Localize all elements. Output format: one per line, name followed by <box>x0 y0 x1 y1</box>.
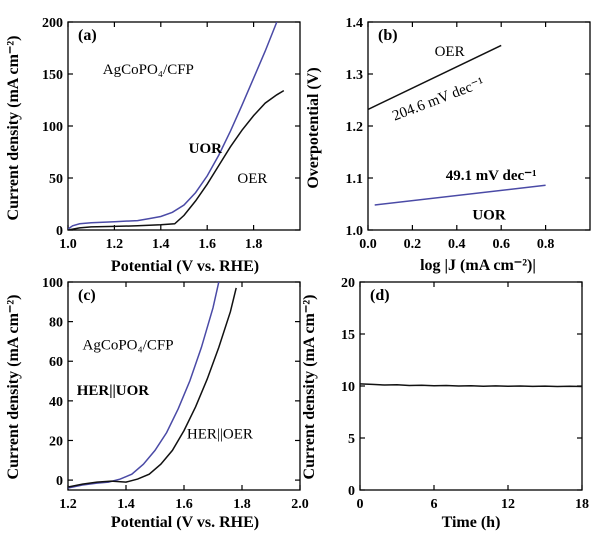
x-tick-label: 1.4 <box>117 497 135 512</box>
annotation-label: AgCoPO₄/CFP <box>103 62 194 78</box>
series-line-her-oer <box>68 287 237 488</box>
y-tick-label: 0 <box>348 484 355 499</box>
y-tick-label: 0 <box>56 474 63 489</box>
panel-1: 1.0 1.2 1.4 1.6 1.8 0 50 100 150 200 Potential (V … <box>5 16 301 275</box>
x-tick-label: 18 <box>575 497 589 512</box>
y-tick-label: 150 <box>42 68 63 83</box>
series-line-current <box>360 383 582 388</box>
y-tick-label: 1.2 <box>346 120 364 135</box>
x-tick-label: 1.6 <box>175 497 193 512</box>
y-tick-label: 200 <box>42 16 63 31</box>
x-tick-label: 1.2 <box>59 497 77 512</box>
y-tick-label: 60 <box>49 355 63 370</box>
annotation-label: OER <box>237 171 267 187</box>
x-axis-label: Time (h) <box>442 514 501 531</box>
annotation-label: 49.1 mV dec⁻¹ <box>446 168 537 184</box>
y-tick-label: 1.3 <box>346 68 364 83</box>
x-axis-label: log |J (mA cm⁻²)| <box>420 257 536 274</box>
series-line-uor <box>68 22 278 230</box>
x-tick-label: 2.0 <box>291 497 309 512</box>
y-tick-label: 1.0 <box>346 224 364 239</box>
x-tick-label: 12 <box>501 497 515 512</box>
y-tick-label: 10 <box>341 380 355 395</box>
y-axis-label: Overpotential (V) <box>305 67 322 188</box>
y-tick-label: 100 <box>42 276 63 291</box>
x-tick-label: 1.4 <box>152 237 170 252</box>
panel-label: (a) <box>78 27 97 44</box>
x-tick-label: 6 <box>431 497 438 512</box>
annotation-label: OER <box>435 44 465 60</box>
y-tick-label: 50 <box>49 172 63 187</box>
panel-2: 0.0 0.2 0.4 0.6 0.8 1.0 1.1 1.2 1.3 1.4 log |J (mA… <box>305 16 591 274</box>
annotation-label: AgCoPO₄/CFP <box>83 337 174 353</box>
y-tick-label: 20 <box>341 276 355 291</box>
plot-frame <box>367 21 591 231</box>
y-tick-label: 1.1 <box>346 172 364 187</box>
y-axis-label: Current density (mA cm⁻²) <box>301 295 318 480</box>
y-tick-label: 40 <box>49 395 63 410</box>
y-axis-label: Current density (mA cm⁻²) <box>5 36 22 221</box>
y-tick-label: 100 <box>42 120 63 135</box>
annotation-label: UOR <box>472 208 506 224</box>
series-line-her-uor <box>68 282 220 489</box>
panel-3: 1.2 1.4 1.6 1.8 2.0 0 20 40 60 80 100 Potential (V … <box>5 276 309 531</box>
x-tick-label: 1.0 <box>59 237 77 252</box>
y-tick-label: 0 <box>56 224 63 239</box>
plot-frame <box>67 21 301 231</box>
y-axis-label: Current density (mA cm⁻²) <box>5 295 22 480</box>
panel-4: 0 6 12 18 0 5 10 15 20 Time (h) Current density (m… <box>301 276 589 531</box>
x-tick-label: 1.8 <box>233 497 251 512</box>
y-tick-label: 1.4 <box>346 16 364 31</box>
annotation-label: 204.6 mV dec⁻¹ <box>390 75 486 125</box>
annotation-label: HER||UOR <box>77 383 150 399</box>
x-tick-label: 0.4 <box>448 237 466 252</box>
panel-label: (c) <box>78 287 96 304</box>
annotation-label: UOR <box>189 141 223 157</box>
x-axis-label: Potential (V vs. RHE) <box>111 514 259 531</box>
x-axis-label: Potential (V vs. RHE) <box>111 258 259 275</box>
x-tick-label: 1.8 <box>245 237 263 252</box>
y-tick-label: 20 <box>49 434 63 449</box>
x-tick-label: 1.6 <box>198 237 216 252</box>
series-line-uor <box>374 184 546 206</box>
series-line-oer <box>368 44 502 111</box>
x-tick-label: 0 <box>357 497 364 512</box>
x-tick-label: 0.8 <box>537 237 555 252</box>
y-tick-label: 5 <box>348 432 355 447</box>
series-line-oer <box>68 89 285 230</box>
y-tick-label: 15 <box>341 328 355 343</box>
x-tick-label: 0.6 <box>492 237 510 252</box>
annotation-label: HER||OER <box>187 426 253 442</box>
panel-label: (d) <box>370 287 390 304</box>
panel-label: (b) <box>378 27 398 44</box>
y-tick-label: 80 <box>49 316 63 331</box>
x-tick-label: 1.2 <box>106 237 124 252</box>
x-tick-label: 0.2 <box>404 237 422 252</box>
x-tick-label: 0.0 <box>359 237 377 252</box>
